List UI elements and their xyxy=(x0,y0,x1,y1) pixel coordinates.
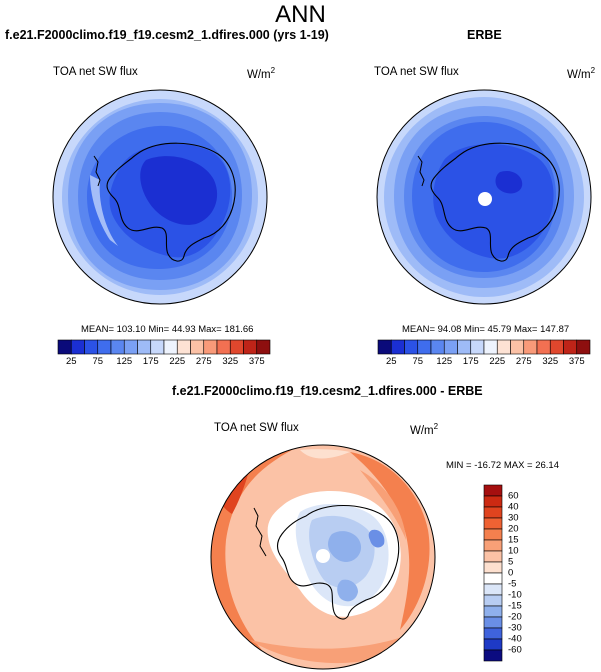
colorbar-swatch xyxy=(576,339,591,355)
panel-2-tick: 375 xyxy=(568,356,585,367)
main-title: ANN xyxy=(275,1,326,28)
colorbar-swatch xyxy=(483,506,503,519)
panel-1-title: f.e21.F2000climo.f19_f19.cesm2_1.dfires.… xyxy=(5,28,329,42)
panel-2-colorbar xyxy=(377,339,591,355)
panel-1-tick: 125 xyxy=(116,356,133,367)
panel-2-tick: 325 xyxy=(542,356,559,367)
panel-2-units: W/m2 xyxy=(567,66,596,81)
panel-2-variable: TOA net SW flux xyxy=(374,66,459,78)
panel-3-tick: -40 xyxy=(508,633,522,645)
panel-3-tick: 10 xyxy=(508,545,519,557)
panel-2-tick: 75 xyxy=(412,356,424,367)
panel-1-tick: 225 xyxy=(169,356,186,367)
panel-1-stats: MEAN= 103.10 Min= 44.93 Max= 181.66 xyxy=(81,324,254,335)
colorbar-swatch xyxy=(483,572,503,585)
panel-1-tick: 75 xyxy=(92,356,104,367)
panel-3-variable: TOA net SW flux xyxy=(214,422,299,434)
panel-2-title: ERBE xyxy=(467,28,502,42)
panel-3-tick: -60 xyxy=(508,644,522,656)
panel-3-tick: -30 xyxy=(508,622,522,634)
colorbar-swatch xyxy=(256,339,271,355)
panel-2-tick: 175 xyxy=(462,356,479,367)
panel-3-units: W/m2 xyxy=(410,422,439,437)
panel-3-tick: 60 xyxy=(508,490,519,502)
panel-3-tick: -15 xyxy=(508,600,522,612)
colorbar-swatch xyxy=(483,550,503,563)
panel-1-tick: 325 xyxy=(222,356,239,367)
colorbar-swatch xyxy=(483,594,503,607)
panel-3-tick: -5 xyxy=(508,578,517,590)
colorbar-swatch xyxy=(483,649,503,662)
panel-1-colorbar-ticks: 25 75 125 175 225 275 325 375 xyxy=(58,356,270,370)
colorbar-swatch xyxy=(483,528,503,541)
panel-1-tick: 275 xyxy=(195,356,212,367)
panel-3-title: f.e21.F2000climo.f19_f19.cesm2_1.dfires.… xyxy=(172,384,483,398)
colorbar-swatch xyxy=(483,583,503,596)
colorbar-swatch xyxy=(483,616,503,629)
panel-1-units: W/m2 xyxy=(247,66,276,81)
panel-2-tick: 275 xyxy=(515,356,532,367)
panel-1-tick: 25 xyxy=(65,356,77,367)
colorbar-swatch xyxy=(483,561,503,574)
colorbar-swatch xyxy=(483,495,503,508)
panel-1-tick: 375 xyxy=(248,356,265,367)
colorbar-swatch xyxy=(483,638,503,651)
panel-1-tick: 175 xyxy=(142,356,159,367)
colorbar-swatch xyxy=(483,517,503,530)
colorbar-swatch xyxy=(483,627,503,640)
panel-3-colorbar-ticks: 60 40 30 20 15 10 5 0 -5 -10 -15 -20 -30… xyxy=(508,485,538,661)
panel-3-tick: 40 xyxy=(508,501,519,513)
panel-3-tick: 20 xyxy=(508,523,519,535)
panel-2-tick: 225 xyxy=(489,356,506,367)
panel-1-colorbar xyxy=(57,339,271,355)
panel-3-tick: 5 xyxy=(508,556,514,568)
panel-3-tick: -20 xyxy=(508,611,522,623)
colorbar-swatch xyxy=(483,605,503,618)
colorbar-swatch xyxy=(483,539,503,552)
panel-3-tick: 0 xyxy=(508,567,514,579)
panel-3-colorbar xyxy=(483,484,503,662)
panel-1-variable: TOA net SW flux xyxy=(53,66,138,78)
panel-2-tick: 25 xyxy=(385,356,397,367)
panel-2-stats: MEAN= 94.08 Min= 45.79 Max= 147.87 xyxy=(402,324,570,335)
panel-3-tick: 15 xyxy=(508,534,519,546)
panel-3-tick: 30 xyxy=(508,512,519,524)
panel-2-tick: 125 xyxy=(436,356,453,367)
panel-2-colorbar-ticks: 25 75 125 175 225 275 325 375 xyxy=(378,356,590,370)
panel-3-tick: -10 xyxy=(508,589,522,601)
colorbar-swatch xyxy=(483,484,503,497)
panel-3-stats: MIN = -16.72 MAX = 26.14 xyxy=(446,460,560,471)
